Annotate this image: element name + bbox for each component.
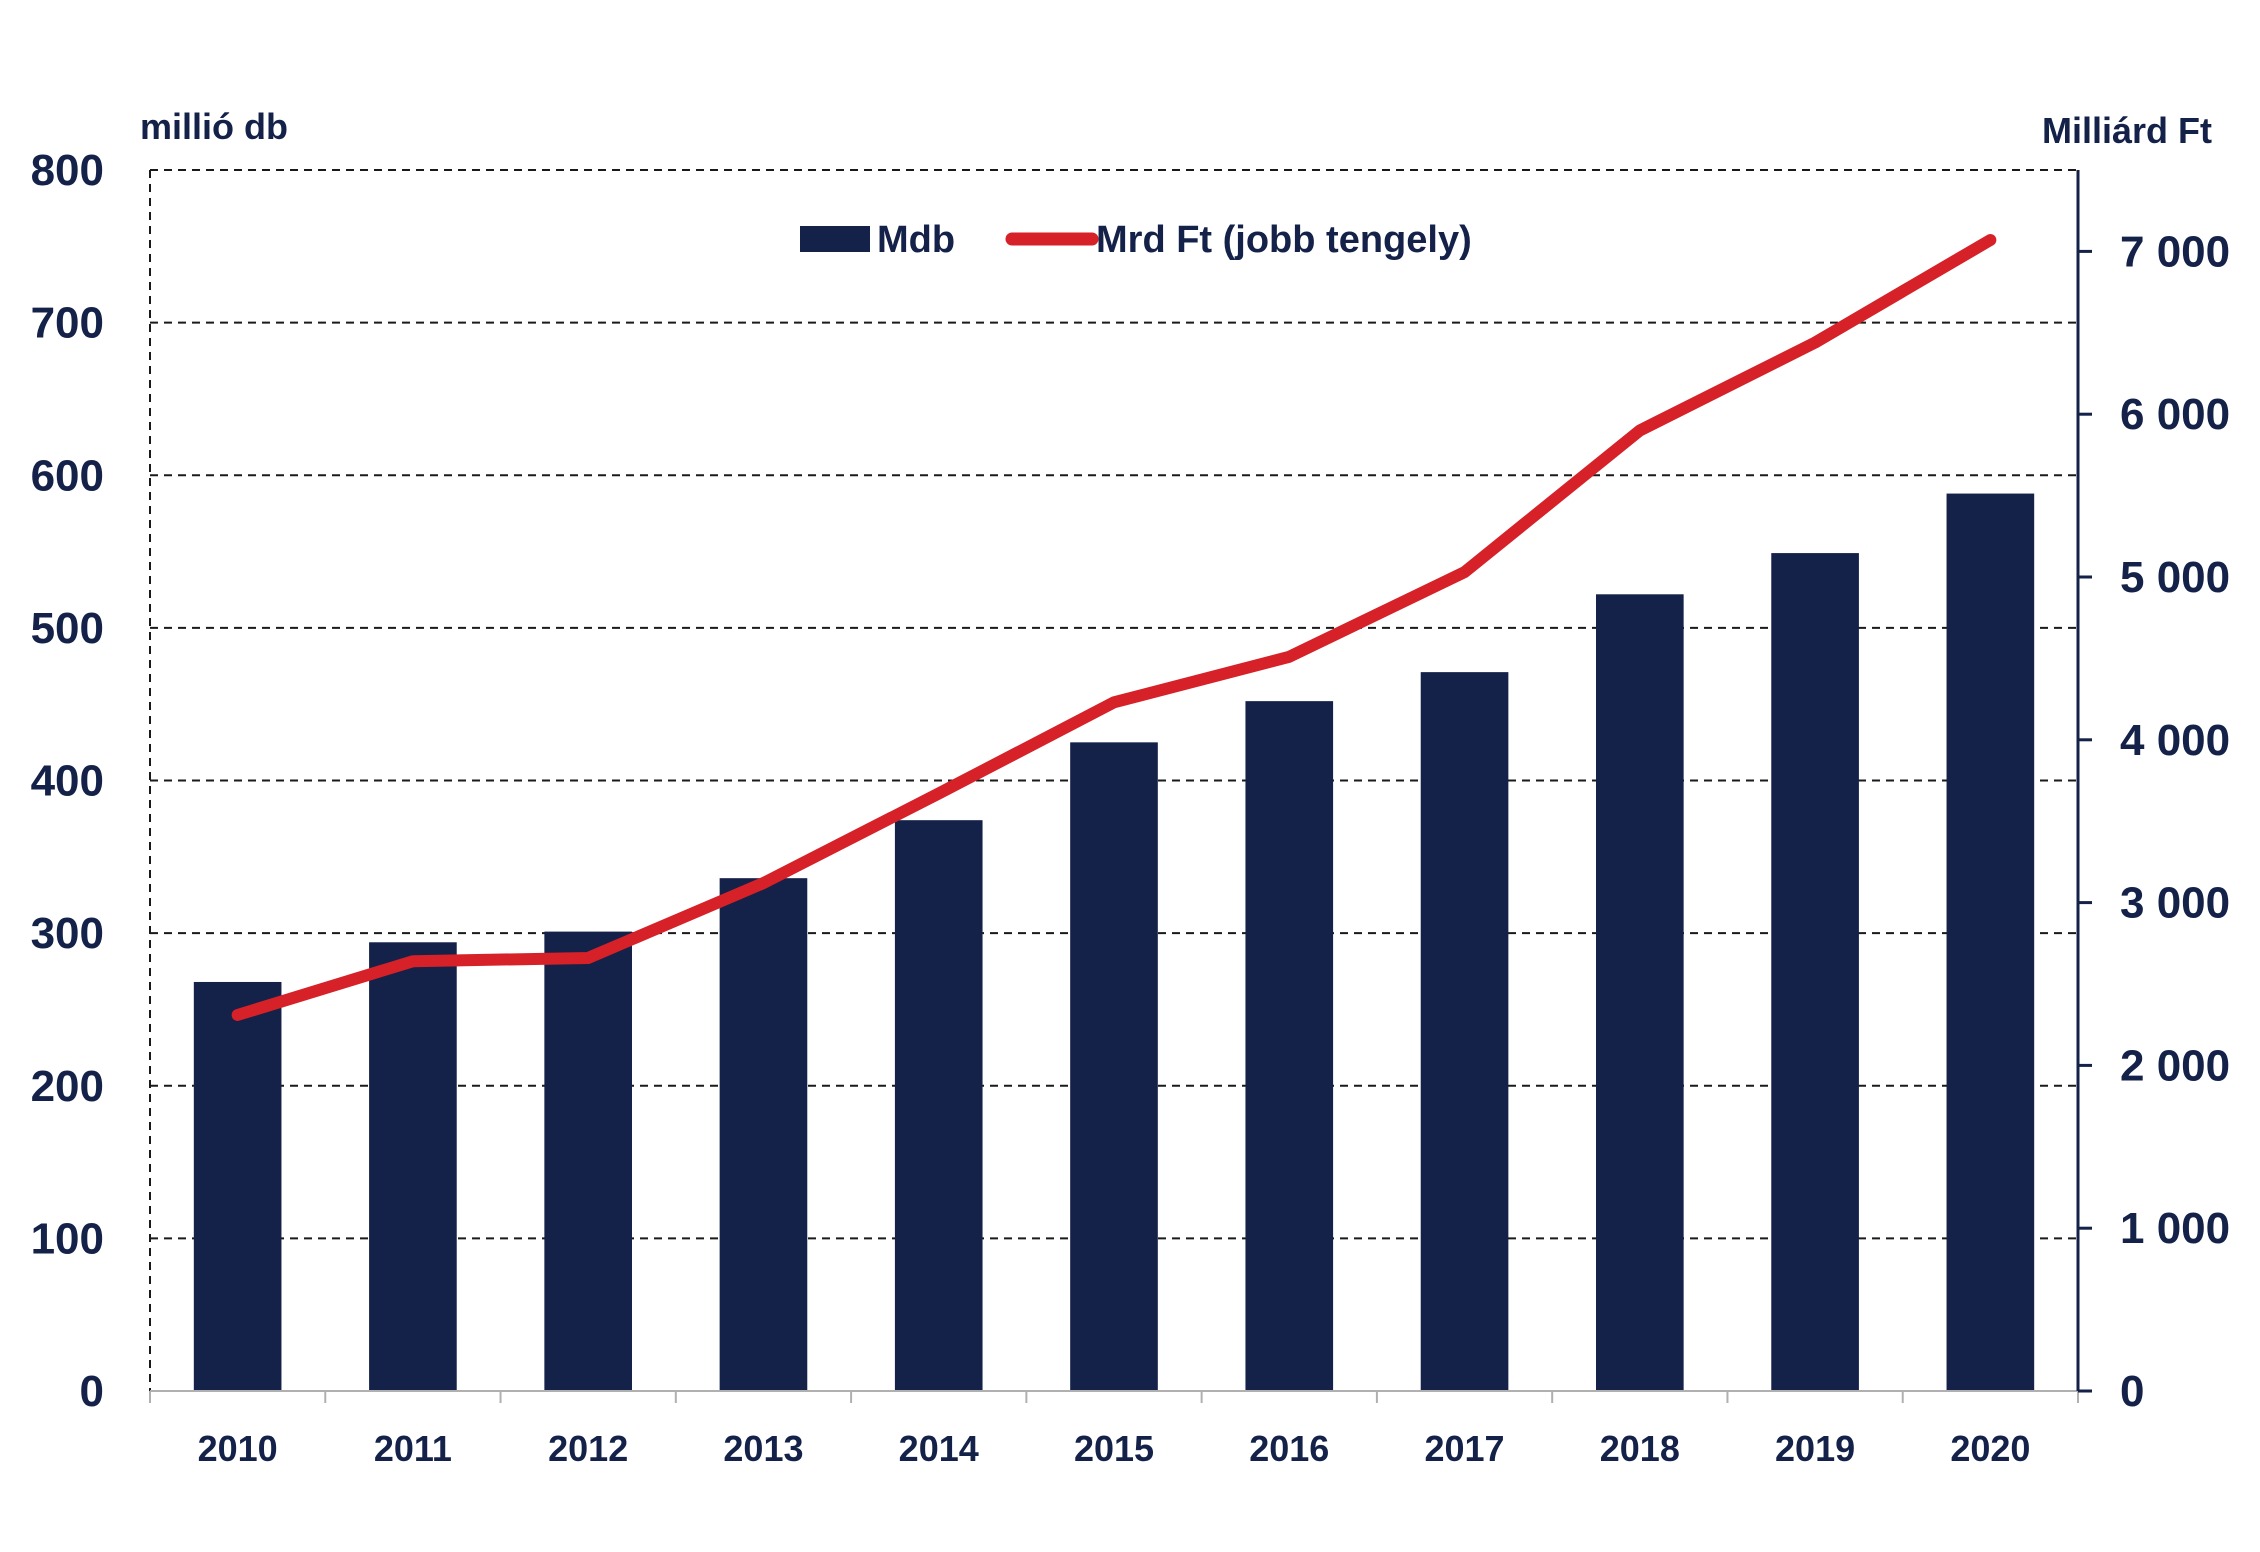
bar-series-mdb <box>193 493 2035 1391</box>
line-point-2010 <box>236 1013 239 1016</box>
x-axis-tick-label: 2014 <box>899 1428 979 1469</box>
legend-label-mrd-ft: Mrd Ft (jobb tengely) <box>1096 219 1472 261</box>
line-point-2014 <box>937 792 940 795</box>
bar-2017 <box>1420 672 1509 1391</box>
right-axis-tick-label: 7 000 <box>2120 227 2230 276</box>
bar-2016 <box>1245 701 1334 1391</box>
right-axis-tick-label: 2 000 <box>2120 1041 2230 1090</box>
right-axis-tick-label: 0 <box>2120 1367 2144 1416</box>
axes <box>149 170 2092 1403</box>
bar-2020 <box>1946 493 2035 1391</box>
line-point-2017 <box>1463 571 1466 574</box>
left-axis-unit-label: millió db <box>140 106 288 147</box>
x-axis-tick-label: 2016 <box>1249 1428 1329 1469</box>
gridlines <box>149 169 2078 1391</box>
right-axis-tick-label: 6 000 <box>2120 390 2230 439</box>
x-axis-tick-label: 2020 <box>1950 1428 2030 1469</box>
x-axis-tick-label: 2017 <box>1424 1428 1504 1469</box>
right-axis-tick-label: 4 000 <box>2120 716 2230 765</box>
x-axis-tick-label: 2013 <box>723 1428 803 1469</box>
bar-2011 <box>369 942 457 1391</box>
line-point-2019 <box>1814 341 1817 344</box>
left-axis-tick-label: 600 <box>31 451 104 500</box>
bar-2018 <box>1596 594 1684 1391</box>
bar-2019 <box>1771 553 1859 1391</box>
line-series-mrd-ft <box>231 234 1997 1021</box>
bar-2012 <box>544 931 632 1391</box>
left-axis-tick-label: 800 <box>31 146 104 195</box>
left-axis-tick-label: 300 <box>31 909 104 958</box>
right-axis-tick-label: 5 000 <box>2120 553 2230 602</box>
x-axis-tick-label: 2019 <box>1775 1428 1855 1469</box>
bar-2014 <box>894 820 983 1391</box>
line-point-2016 <box>1288 655 1291 658</box>
legend-swatch-mdb <box>800 226 870 252</box>
bar-2015 <box>1070 742 1158 1391</box>
left-axis-tick-label: 500 <box>31 604 104 653</box>
line-point-2015 <box>1113 701 1115 704</box>
left-axis-tick-label: 100 <box>31 1214 104 1263</box>
line-point-2018 <box>1638 429 1641 432</box>
legend-label-mdb: Mdb <box>877 219 955 261</box>
x-axis-tick-label: 2018 <box>1600 1428 1680 1469</box>
x-axis-tick-label: 2011 <box>374 1428 452 1469</box>
bar-2010 <box>193 981 282 1391</box>
bar-2013 <box>719 878 808 1391</box>
left-axis-tick-label: 0 <box>80 1367 104 1416</box>
legend: Mdb Mrd Ft (jobb tengely) <box>800 219 1472 261</box>
x-axis-tick-label: 2015 <box>1074 1428 1154 1469</box>
right-axis-unit-label: Milliárd Ft <box>2042 110 2212 151</box>
right-axis-tick-label: 3 000 <box>2120 879 2230 928</box>
line-point-2013 <box>762 882 765 885</box>
left-axis-tick-label: 200 <box>31 1062 104 1111</box>
line-point-2011 <box>411 960 414 963</box>
right-axis-tick-label: 1 000 <box>2120 1204 2230 1253</box>
left-axis-tick-label: 700 <box>31 299 104 348</box>
left-axis-tick-label: 400 <box>31 757 104 806</box>
x-axis-tick-label: 2012 <box>548 1428 628 1469</box>
line-point-2012 <box>587 956 590 959</box>
x-axis-tick-label: 2010 <box>198 1428 278 1469</box>
line-point-2020 <box>1989 239 1992 242</box>
axis-labels: 0 100 200 300 400 500 600 700 800 0 1 000 2 000 3 00… <box>31 146 2231 1469</box>
